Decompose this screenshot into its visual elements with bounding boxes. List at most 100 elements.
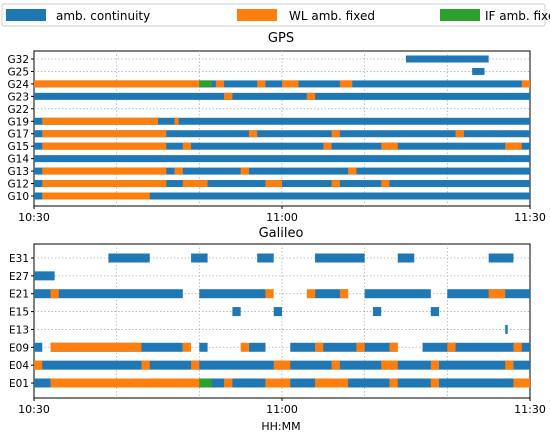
continuity-segment xyxy=(34,271,55,281)
wl-fixed-segment xyxy=(174,167,183,175)
continuity-segment xyxy=(34,342,43,352)
wl-fixed-segment xyxy=(182,180,208,188)
y-tick-label: G12 xyxy=(8,179,30,191)
wl-fixed-segment xyxy=(306,92,316,100)
wl-fixed-segment xyxy=(42,130,167,138)
y-tick-label: G25 xyxy=(8,66,30,78)
wl-fixed-segment xyxy=(42,167,167,175)
wl-fixed-segment xyxy=(455,130,464,138)
x-tick-label: 10:30 xyxy=(18,211,50,224)
wl-fixed-segment xyxy=(430,360,440,370)
y-tick-label: E31 xyxy=(9,253,29,265)
legend-swatch-if xyxy=(440,9,480,21)
continuity-segment xyxy=(257,253,274,263)
y-tick-label: E01 xyxy=(9,378,29,390)
legend-label-wl: WL amb. fixed xyxy=(289,9,375,23)
wl-fixed-segment xyxy=(339,289,349,299)
continuity-segment xyxy=(34,142,530,150)
y-tick-label: G17 xyxy=(8,129,30,141)
wl-fixed-segment xyxy=(273,360,291,370)
continuity-segment xyxy=(273,307,282,317)
wl-fixed-segment xyxy=(42,142,167,150)
wl-fixed-segment xyxy=(488,289,506,299)
wl-fixed-segment xyxy=(50,378,200,388)
wl-fixed-segment xyxy=(381,142,398,150)
wl-fixed-segment xyxy=(315,378,349,388)
y-tick-label: G10 xyxy=(8,191,30,203)
gps-panel-title: GPS xyxy=(268,31,294,46)
continuity-segment xyxy=(34,117,530,125)
wl-fixed-segment xyxy=(42,180,167,188)
legend: amb. continuity WL amb. fixed IF amb. fi… xyxy=(1,3,550,27)
x-tick-label: 11:00 xyxy=(266,403,298,416)
continuity-segment xyxy=(430,307,440,317)
continuity-segment xyxy=(34,192,530,200)
y-tick-label: G14 xyxy=(8,154,30,166)
wl-fixed-segment xyxy=(505,142,522,150)
wl-fixed-segment xyxy=(34,80,200,88)
wl-fixed-segment xyxy=(224,92,233,100)
wl-fixed-segment xyxy=(191,360,200,370)
wl-fixed-segment xyxy=(248,130,258,138)
continuity-segment xyxy=(199,342,208,352)
y-tick-label: E15 xyxy=(9,307,29,319)
wl-fixed-segment xyxy=(34,360,43,370)
wl-fixed-segment xyxy=(430,378,440,388)
continuity-segment xyxy=(108,253,150,263)
wl-fixed-segment xyxy=(505,360,514,370)
x-tick-label: 11:30 xyxy=(514,403,546,416)
y-tick-label: E21 xyxy=(9,289,29,301)
y-tick-label: E09 xyxy=(9,342,29,354)
wl-fixed-segment xyxy=(348,167,357,175)
wl-fixed-segment xyxy=(513,342,522,352)
wl-fixed-segment xyxy=(182,342,192,352)
wl-fixed-segment xyxy=(265,289,274,299)
continuity-segment xyxy=(191,253,208,263)
wl-fixed-segment xyxy=(447,342,456,352)
x-tick-label: 11:30 xyxy=(514,211,546,224)
wl-fixed-segment xyxy=(224,378,233,388)
wl-fixed-segment xyxy=(240,342,249,352)
continuity-segment xyxy=(232,307,241,317)
wl-fixed-segment xyxy=(282,80,299,88)
wl-fixed-segment xyxy=(215,80,225,88)
wl-fixed-segment xyxy=(174,117,179,125)
continuity-segment xyxy=(315,289,349,299)
wl-fixed-segment xyxy=(356,342,365,352)
y-tick-label: E04 xyxy=(9,360,29,372)
wl-fixed-segment xyxy=(42,192,150,200)
x-tick-label: 10:30 xyxy=(18,403,50,416)
y-tick-label: G32 xyxy=(8,54,30,66)
wl-fixed-segment xyxy=(265,378,291,388)
y-tick-label: G22 xyxy=(8,104,30,116)
legend-label-continuity: amb. continuity xyxy=(56,9,150,23)
x-axis-label: HH:MM xyxy=(261,420,300,433)
wl-fixed-segment xyxy=(323,142,332,150)
continuity-segment xyxy=(364,289,431,299)
x-tick-label: 11:00 xyxy=(266,211,298,224)
wl-fixed-segment xyxy=(389,342,398,352)
continuity-segment xyxy=(199,289,266,299)
wl-fixed-segment xyxy=(182,142,192,150)
continuity-segment xyxy=(34,289,183,299)
wl-fixed-segment xyxy=(257,80,266,88)
continuity-segment xyxy=(290,342,398,352)
continuity-segment xyxy=(372,307,382,317)
y-tick-label: G15 xyxy=(8,141,30,153)
wl-fixed-segment xyxy=(389,378,398,388)
wl-fixed-segment xyxy=(50,289,59,299)
wl-fixed-segment xyxy=(50,342,142,352)
legend-swatch-wl xyxy=(237,9,277,21)
galileo-panel: E31 E27 E21 E15 E13 E09 E04 E01 10:30 11:00 11:30 xyxy=(9,243,546,416)
continuity-segment xyxy=(34,92,530,100)
wl-fixed-segment xyxy=(381,180,390,188)
continuity-segment xyxy=(488,253,514,263)
continuity-segment xyxy=(34,130,530,138)
if-fixed-segment xyxy=(199,80,212,88)
wl-fixed-segment xyxy=(339,80,353,88)
continuity-segment xyxy=(472,67,485,75)
y-tick-label: G19 xyxy=(8,116,30,128)
wl-fixed-segment xyxy=(42,117,159,125)
continuity-segment xyxy=(406,55,489,63)
